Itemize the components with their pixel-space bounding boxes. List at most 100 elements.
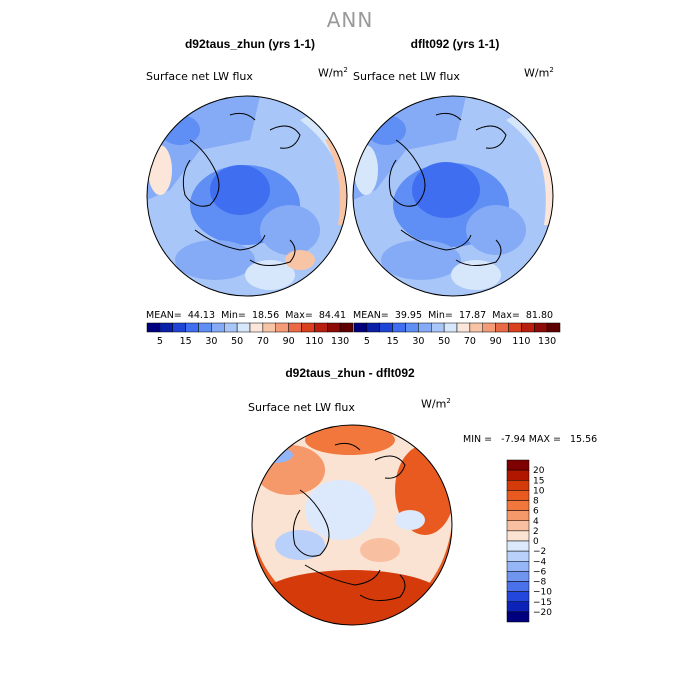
colorbar-diff-tick-label: −20	[533, 608, 552, 618]
colorbar-2-swatch	[534, 322, 548, 333]
colorbar-2-tick-label: 70	[464, 336, 476, 347]
colorbar-2-swatch	[443, 322, 458, 333]
colorbar-2-tick-label: 15	[387, 336, 399, 347]
colorbar-diff-swatch	[506, 581, 530, 592]
colorbar-1-swatch	[159, 322, 173, 333]
colorbar-2-tick-label: 110	[512, 336, 530, 347]
diff-panel-stats: MIN = -7.94 MAX = 15.56	[463, 434, 598, 445]
colorbar-diff-swatch	[506, 571, 530, 582]
colorbar-1-tick-label: 50	[231, 336, 243, 347]
colorbar-diff-swatch	[506, 459, 530, 471]
diff-panel-subtitle: Surface net LW flux	[248, 401, 355, 414]
colorbar-1-swatch	[224, 322, 238, 333]
colorbar-diff-swatch	[506, 591, 530, 602]
colorbar-1-tick-label: 90	[283, 336, 295, 347]
colorbar-2-swatch	[431, 322, 445, 333]
colorbar-2-swatch	[469, 322, 483, 333]
colorbar-1-swatch	[301, 322, 315, 333]
colorbar-1-tick-label: 15	[180, 336, 192, 347]
colorbar-diff-swatch	[506, 561, 530, 572]
colorbar-diff-tick-label: −6	[533, 567, 547, 577]
diff-panel-units: W/m2	[421, 397, 451, 411]
colorbar-diff-tick-label: 15	[533, 476, 544, 486]
panel-1-title: d92taus_zhun (yrs 1-1)	[184, 37, 316, 51]
colorbar-2: 5 15 30 50 70 90 110 130	[353, 322, 561, 347]
colorbar-diff-tick-label: 6	[533, 507, 539, 517]
colorbar-diff-swatch	[506, 510, 530, 521]
colorbar-1-swatch	[314, 322, 328, 333]
map-1-boundary	[146, 95, 348, 297]
map-3-boundary	[251, 424, 453, 626]
colorbar-diff-swatch	[506, 540, 530, 552]
colorbar-2-swatch	[482, 322, 496, 333]
colorbar-2-swatch	[521, 322, 535, 333]
colorbar-1-swatch	[262, 322, 276, 333]
colorbar-2-swatch	[353, 322, 368, 333]
colorbar-1-swatch	[236, 322, 251, 333]
colorbar-2-swatch	[392, 322, 406, 333]
colorbar-1-swatch	[146, 322, 161, 333]
colorbar-1-tick-label: 70	[257, 336, 269, 347]
colorbar-2-tick-label: 90	[490, 336, 502, 347]
colorbar-diff-tick-label: 4	[533, 517, 539, 527]
colorbar-2-swatch	[495, 322, 509, 333]
colorbar-2-swatch	[379, 322, 393, 333]
colorbar-1: 5 15 30 50 70 90 110 130	[146, 322, 354, 347]
colorbar-diff-swatch	[506, 601, 530, 613]
colorbar-diff-swatch	[506, 550, 530, 562]
figure-title: ANN	[326, 8, 374, 32]
colorbar-1-swatch	[211, 322, 225, 333]
panel-1-subtitle: Surface net LW flux	[146, 70, 253, 83]
colorbar-diff-tick-label: −2	[533, 547, 546, 557]
panel-1-units: W/m2	[318, 66, 348, 80]
panel-2-stats: MEAN= 39.95 Min= 17.87 Max= 81.80	[353, 310, 554, 321]
colorbar-diff-swatch	[506, 530, 530, 542]
colorbar-1-tick-label: 5	[157, 336, 163, 347]
diff-panel-title: d92taus_zhun - dflt092	[285, 366, 415, 380]
map-3-coastlines	[292, 442, 406, 601]
colorbar-2-tick-label: 50	[438, 336, 450, 347]
panel-2-units: W/m2	[524, 66, 554, 80]
colorbar-diff-swatch	[506, 480, 530, 491]
colorbar-2-swatch	[418, 322, 432, 333]
map-1-coastlines	[182, 112, 301, 266]
panel-1-stats: MEAN= 44.13 Min= 18.56 Max= 84.41	[146, 310, 347, 321]
colorbar-diff-swatch	[506, 520, 530, 532]
map-2-coastlines	[388, 112, 507, 266]
colorbar-1-swatch	[172, 322, 186, 333]
colorbar-2-tick-label: 130	[538, 336, 556, 347]
colorbar-1-swatch	[275, 322, 289, 333]
colorbar-diff-tick-label: −15	[533, 598, 552, 608]
colorbar-1-swatch	[185, 322, 199, 333]
colorbar-diff-tick-label: 8	[533, 497, 539, 507]
colorbar-diff-swatch	[506, 500, 530, 511]
colorbar-2-swatch	[546, 322, 561, 333]
colorbar-1-tick-label: 130	[331, 336, 349, 347]
colorbar-2-tick-label: 30	[412, 336, 424, 347]
colorbar-diff-tick-label: 10	[533, 486, 545, 496]
colorbar-diff-swatch	[506, 611, 530, 623]
colorbar-diff-tick-label: −10	[533, 588, 552, 598]
colorbar-2-swatch	[508, 322, 522, 333]
colorbar-1-tick-label: 110	[305, 336, 323, 347]
colorbar-1-tick-label: 30	[205, 336, 217, 347]
colorbar-diff-tick-label: 0	[533, 537, 539, 547]
colorbar-diff-tick-label: −4	[533, 557, 547, 567]
map-1-field	[147, 96, 347, 296]
colorbar-1-swatch	[198, 322, 212, 333]
panel-2-title: dflt092 (yrs 1-1)	[410, 37, 500, 51]
colorbar-1-swatch	[288, 322, 302, 333]
colorbar-diff-tick-label: 2	[533, 527, 539, 537]
panel-2-subtitle: Surface net LW flux	[353, 70, 460, 83]
colorbar-diff-swatch	[506, 490, 530, 501]
colorbar-2-swatch	[456, 322, 471, 333]
colorbar-diff-tick-label: 20	[533, 466, 545, 476]
colorbar-1-swatch	[249, 322, 264, 333]
colorbar-1-swatch	[327, 322, 341, 333]
colorbar-2-swatch	[405, 322, 419, 333]
colorbar-diff-swatch	[506, 469, 530, 481]
colorbar-2-swatch	[366, 322, 380, 333]
colorbar-2-tick-label: 5	[364, 336, 370, 347]
map-2-boundary	[352, 95, 554, 297]
